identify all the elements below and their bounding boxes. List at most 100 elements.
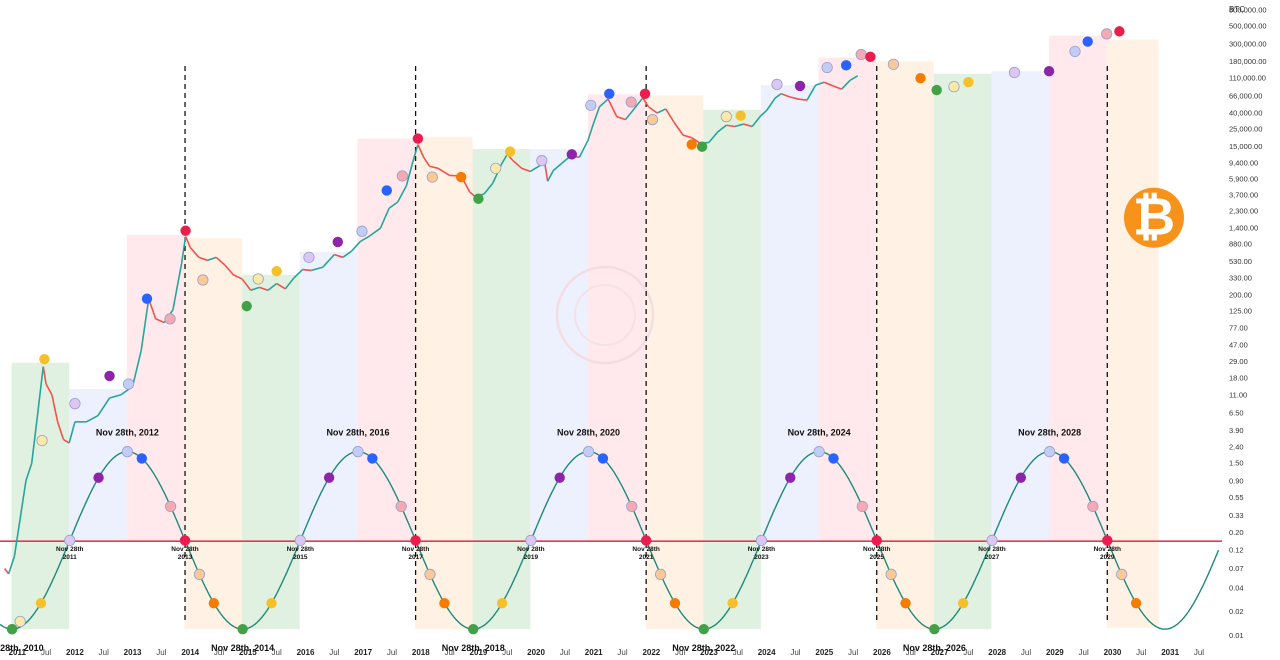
price-dot-blue bbox=[840, 60, 852, 71]
price-segment bbox=[388, 201, 399, 209]
crossing-date-label-line1: Nov 28th bbox=[632, 546, 659, 553]
wave-dot-purple bbox=[93, 472, 104, 483]
x-tick-label: Jul bbox=[41, 648, 51, 657]
wave-dot-orange bbox=[208, 597, 220, 609]
y-tick-label: 5,900.00 bbox=[1229, 174, 1258, 183]
x-tick-label: 2016 bbox=[297, 648, 315, 657]
wave-dot-pink bbox=[626, 500, 638, 513]
price-segment bbox=[25, 462, 33, 482]
crossing-date-label-line1: Nov 28th bbox=[1094, 546, 1121, 553]
wave-dot-red bbox=[1102, 535, 1113, 546]
price-segment bbox=[19, 480, 27, 519]
phase-zone-late_bull bbox=[357, 138, 416, 542]
y-tick-label: 0.04 bbox=[1229, 583, 1244, 592]
price-segment bbox=[198, 256, 208, 262]
price-dot-light_blue bbox=[356, 225, 368, 237]
price-dot-green bbox=[6, 623, 18, 635]
price-segment bbox=[68, 421, 76, 444]
wave-dot-pink bbox=[395, 500, 407, 513]
price-segment bbox=[806, 84, 817, 101]
price-segment bbox=[429, 165, 439, 170]
wave-dot-green bbox=[468, 623, 479, 635]
wave-dot-light_purple bbox=[986, 534, 998, 547]
x-tick-label: 2020 bbox=[527, 648, 545, 657]
x-tick-label: Jul bbox=[675, 648, 685, 657]
x-tick-label: 2029 bbox=[1046, 648, 1064, 657]
wave-dot-blue bbox=[367, 453, 378, 464]
y-tick-label: 530.00 bbox=[1229, 257, 1252, 266]
wave-dot-light_purple bbox=[294, 534, 306, 547]
phase-zone-bear bbox=[1106, 39, 1159, 628]
x-tick-label: 2026 bbox=[873, 648, 891, 657]
y-tick-label: 40,000.00 bbox=[1229, 108, 1262, 117]
wave-date-label: Nov 28th, 2020 bbox=[557, 428, 620, 438]
y-axis: BTC 0.01 0.02 0.04 0.07 0.12 0.20 0.33 0.55 0.90… bbox=[1229, 5, 1267, 640]
price-segment bbox=[543, 162, 549, 182]
price-segment bbox=[13, 518, 21, 557]
wave-dot-green bbox=[698, 623, 710, 635]
phase-zone-accumulation bbox=[242, 274, 300, 630]
x-tick-label: 2017 bbox=[354, 648, 372, 657]
wave-dot-light_purple bbox=[525, 534, 537, 547]
wave-date-label: Nov 28th, 2026 bbox=[903, 643, 966, 653]
wave-date-label: Nov 28th, 2024 bbox=[788, 428, 851, 438]
phase-zone-early_bull bbox=[760, 85, 819, 542]
price-segment bbox=[616, 115, 626, 121]
phase-zone-accumulation bbox=[472, 149, 531, 630]
price-segment bbox=[656, 108, 667, 114]
phase-zone-bear bbox=[415, 136, 473, 630]
y-tick-label: 110,000.00 bbox=[1229, 74, 1266, 83]
price-segment bbox=[587, 122, 595, 141]
price-dot-blue bbox=[1082, 36, 1093, 47]
x-tick-label: 2014 bbox=[181, 648, 199, 657]
wave-dot-peach bbox=[424, 568, 436, 580]
wave-dot-purple bbox=[554, 472, 565, 483]
x-tick-label: Jul bbox=[560, 648, 570, 657]
price-segment bbox=[259, 286, 269, 292]
price-dot-light_blue bbox=[122, 378, 135, 390]
wave-date-label: Nov 28th, 2018 bbox=[442, 643, 505, 653]
phase-zone-bear bbox=[645, 95, 704, 630]
price-segment bbox=[708, 131, 719, 143]
price-segment bbox=[717, 124, 727, 133]
crossing-date-label-line1: Nov 28th bbox=[56, 546, 83, 553]
wave-date-label: Nov 28th, 2010 bbox=[0, 643, 44, 653]
price-segment bbox=[311, 266, 324, 272]
wave-dot-light_blue bbox=[121, 446, 133, 458]
crossing-date-label-line1: Nov 28th bbox=[978, 546, 1005, 553]
price-segment bbox=[521, 167, 531, 173]
wave-dot-light_purple bbox=[64, 534, 76, 547]
wave-date-label: Nov 28th, 2016 bbox=[326, 428, 389, 438]
price-segment bbox=[743, 123, 753, 128]
x-tick-label: 2013 bbox=[124, 648, 142, 657]
y-tick-label: 11.00 bbox=[1229, 390, 1247, 399]
wave-dot-pink bbox=[856, 500, 868, 513]
wave-dot-red bbox=[640, 535, 652, 546]
price-segment bbox=[624, 108, 635, 121]
wave-dot-purple bbox=[323, 472, 335, 483]
price-dot-purple bbox=[104, 370, 115, 382]
price-segment bbox=[97, 397, 111, 417]
price-dot-pink bbox=[396, 170, 408, 182]
phase-zone-bear bbox=[876, 61, 934, 630]
x-tick-label: Jul bbox=[906, 648, 916, 657]
price-dot-peach bbox=[426, 171, 438, 183]
wave-dot-peach bbox=[1116, 568, 1128, 580]
price-segment bbox=[840, 79, 851, 90]
price-segment bbox=[760, 109, 768, 117]
phase-zone-late_bull bbox=[1049, 35, 1107, 542]
y-tick-label: 0.12 bbox=[1229, 546, 1244, 555]
price-segment bbox=[633, 97, 644, 110]
price-dot-pale_yellow bbox=[490, 162, 502, 174]
y-tick-label: 880.00 bbox=[1229, 240, 1252, 249]
price-segment bbox=[789, 96, 799, 100]
price-segment bbox=[250, 286, 260, 292]
price-dot-red bbox=[180, 225, 191, 236]
price-segment bbox=[172, 263, 183, 311]
y-tick-label: 800,000.00 bbox=[1229, 6, 1267, 15]
price-segment bbox=[578, 140, 589, 158]
cycle-wave-line bbox=[0, 451, 1220, 630]
price-segment bbox=[647, 106, 658, 114]
price-segment bbox=[184, 236, 191, 248]
y-tick-label: 500,000.00 bbox=[1229, 22, 1267, 31]
